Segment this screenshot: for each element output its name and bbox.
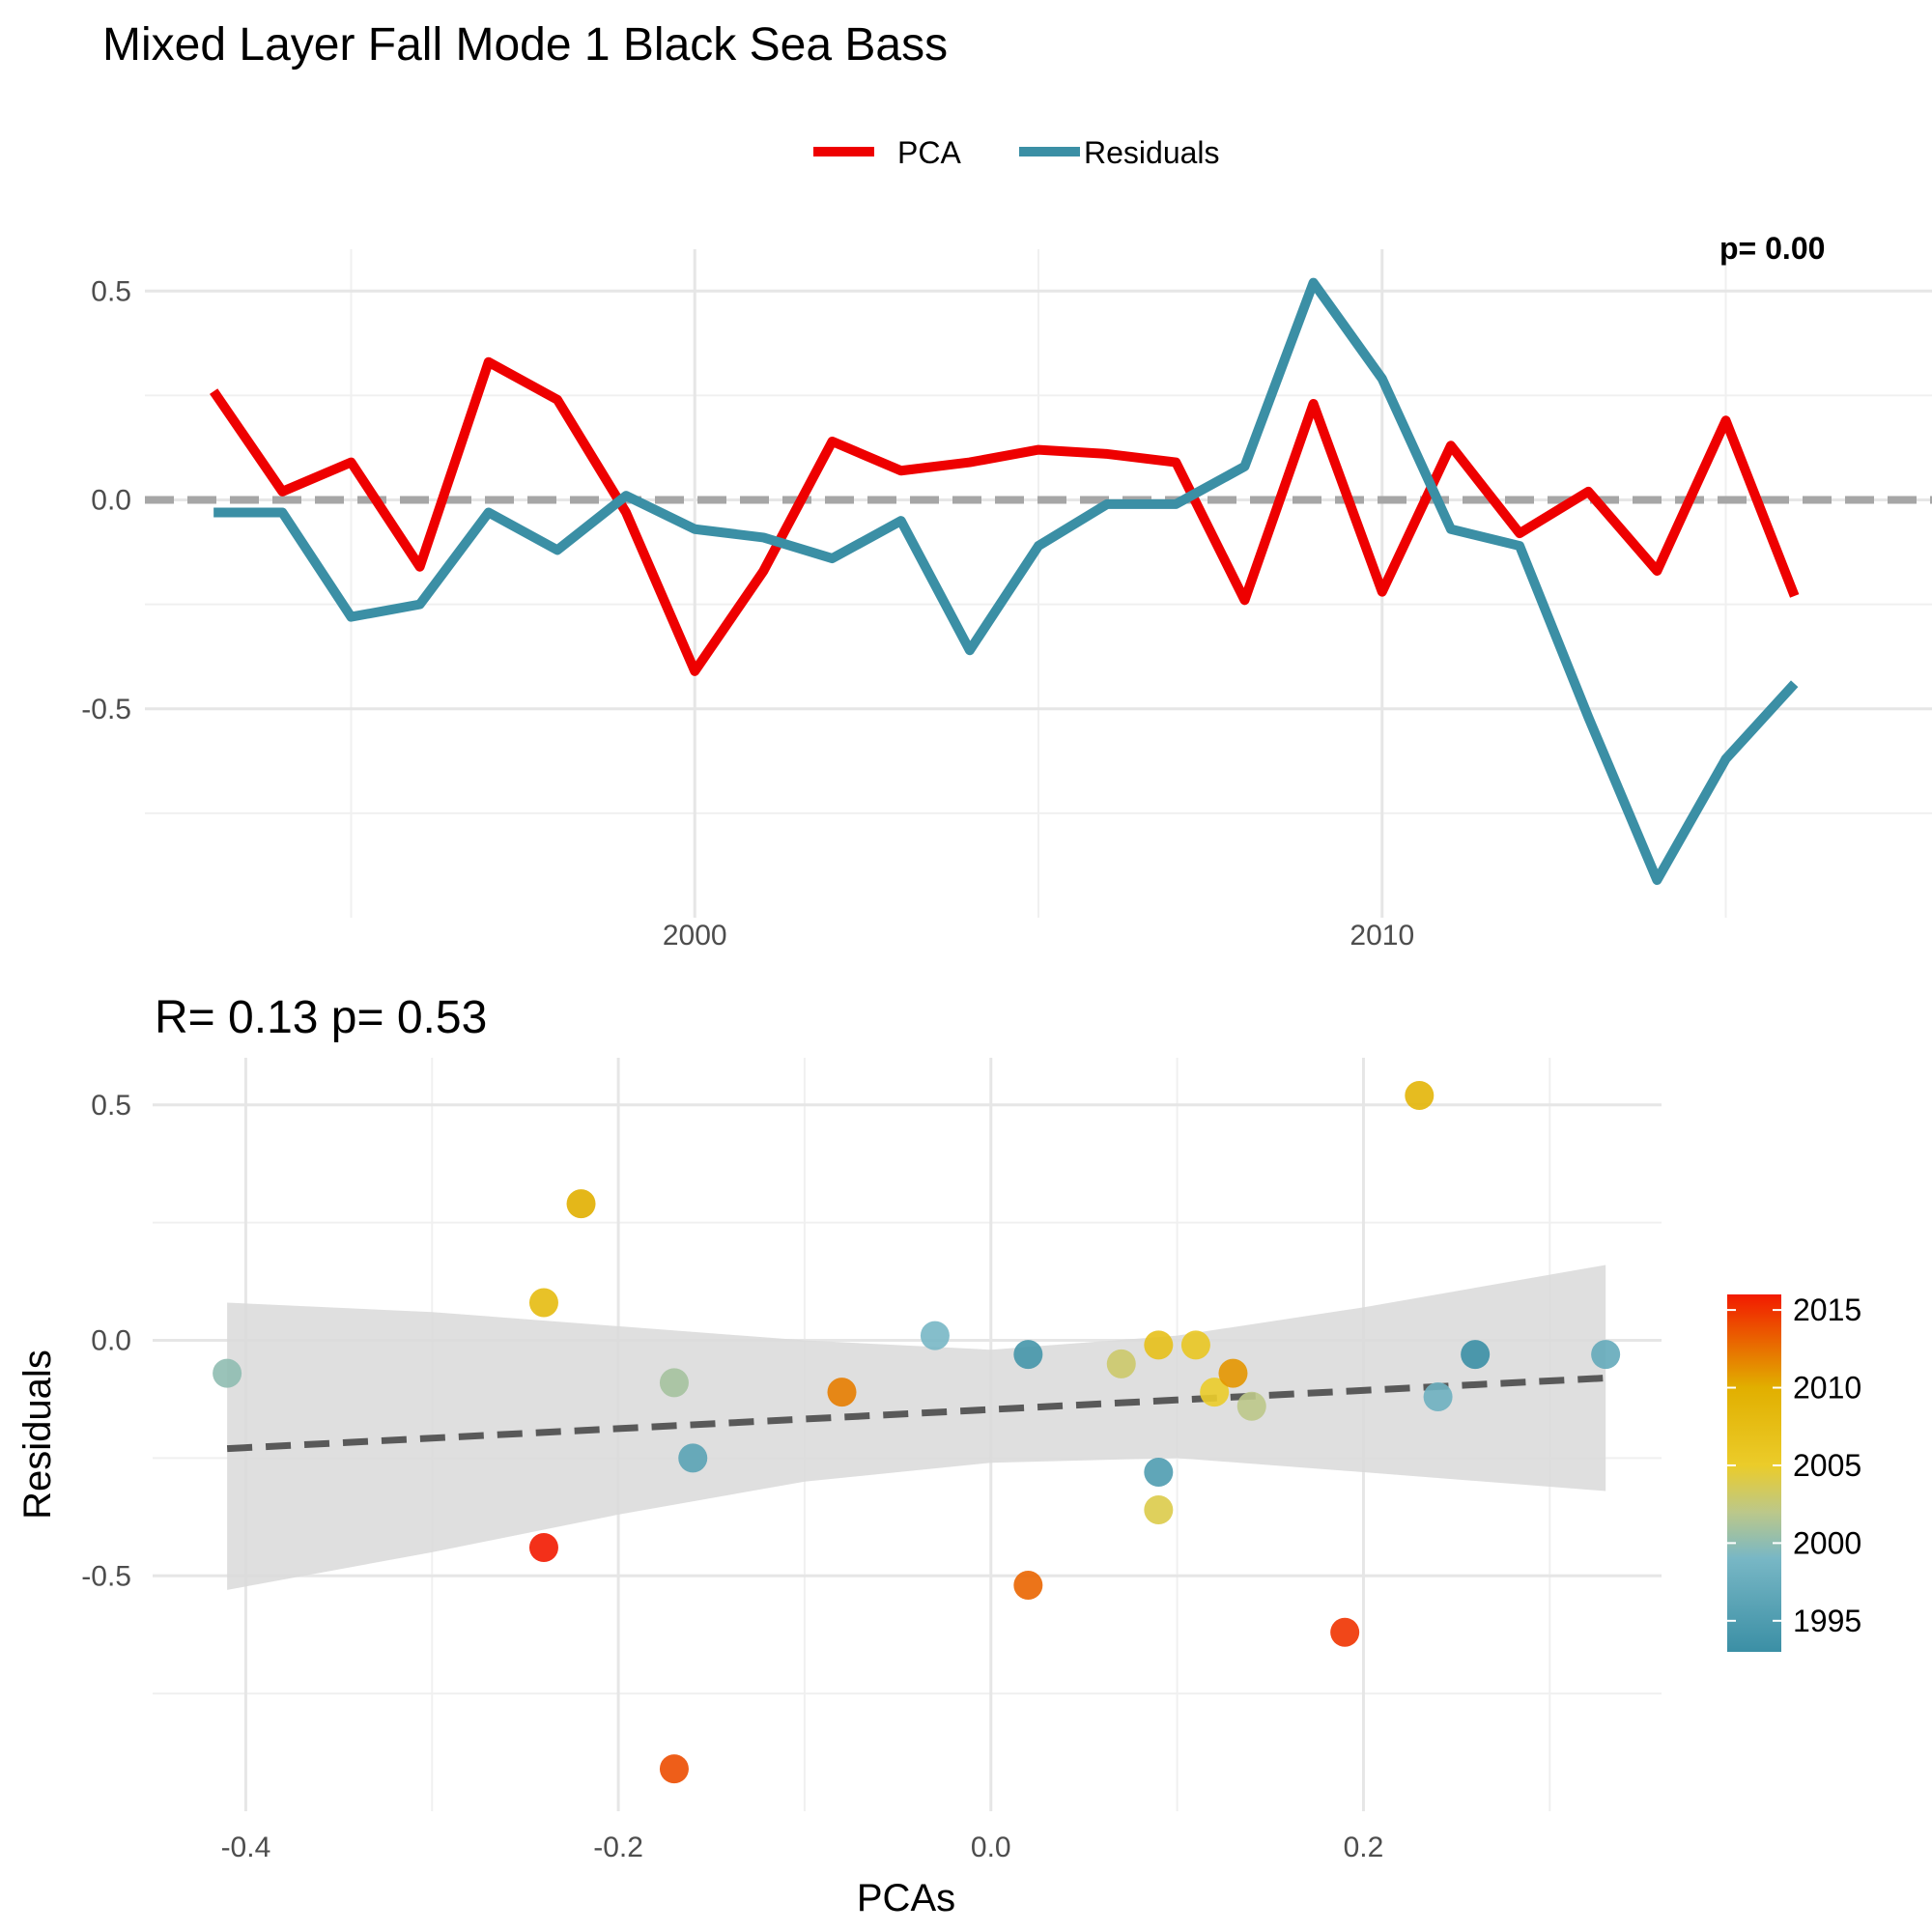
- legend-label-residuals: Residuals: [1084, 135, 1220, 170]
- scatter-x-ticks: -0.4 -0.2 0.0 0.2: [221, 1832, 1384, 1863]
- y-tick-label: 0.5: [91, 275, 131, 307]
- confidence-ribbon: [227, 1264, 1606, 1590]
- colorbar-gradient-bar: [1727, 1294, 1781, 1652]
- scatter-point: [1144, 1458, 1174, 1487]
- time-series-panel: 0.5 0.0 -0.5 2000 2010 p= 0.00: [81, 231, 1932, 952]
- scatter-point: [920, 1321, 950, 1350]
- scatter-point: [1405, 1081, 1435, 1110]
- scatter-title: R= 0.13 p= 0.53: [155, 992, 487, 1043]
- y-tick-label: 0.0: [91, 1325, 131, 1357]
- year-colorbar: 2015 2010 2005 2000 1995: [1727, 1293, 1861, 1652]
- x-tick-label: 0.0: [971, 1832, 1011, 1863]
- scatter-point: [678, 1443, 708, 1473]
- scatter-point: [1461, 1340, 1491, 1370]
- x-axis-title: PCAs: [857, 1877, 955, 1919]
- time-series-lines: [210, 277, 1800, 886]
- scatter-point: [528, 1533, 558, 1562]
- scatter-points: [213, 1081, 1621, 1784]
- colorbar-tick-label: 2005: [1793, 1448, 1861, 1483]
- y-tick-label: 0.5: [91, 1090, 131, 1122]
- x-tick-label: -0.4: [221, 1832, 271, 1863]
- time-series-y-ticks: 0.5 0.0 -0.5: [81, 275, 131, 725]
- y-axis-title: Residuals: [16, 1350, 59, 1520]
- colorbar-tick-label: 2010: [1793, 1371, 1861, 1406]
- colorbar-ticks: 2015 2010 2005 2000 1995: [1727, 1293, 1861, 1638]
- scatter-point: [1180, 1330, 1210, 1360]
- time-series-grid: [145, 249, 1932, 918]
- scatter-y-ticks: 0.5 0.0 -0.5: [81, 1090, 131, 1593]
- x-tick-label: 2000: [663, 920, 727, 952]
- scatter-panel: 0.5 0.0 -0.5 -0.4 -0.2 0.0 0.2 PCAs Residuals: [16, 1058, 1662, 1919]
- scatter-point: [213, 1358, 242, 1388]
- scatter-point: [1330, 1617, 1360, 1647]
- legend-label-pca: PCA: [897, 135, 961, 170]
- scatter-point: [1144, 1495, 1174, 1524]
- scatter-point: [1200, 1378, 1230, 1407]
- series-line-residuals: [213, 277, 1799, 886]
- x-tick-label: -0.2: [593, 1832, 643, 1863]
- y-tick-label: -0.5: [81, 1560, 131, 1592]
- scatter-point: [1591, 1340, 1621, 1370]
- scatter-point: [1423, 1382, 1453, 1411]
- x-tick-label: 2010: [1350, 920, 1414, 952]
- scatter-point: [659, 1754, 689, 1784]
- scatter-point: [1236, 1391, 1266, 1421]
- x-tick-label: 0.2: [1344, 1832, 1384, 1863]
- legend: PCA Residuals: [813, 135, 1220, 170]
- time-series-x-ticks: 2000 2010: [663, 920, 1414, 952]
- scatter-point: [528, 1288, 558, 1318]
- series-line-pca: [210, 356, 1800, 676]
- y-tick-label: 0.0: [91, 485, 131, 517]
- colorbar-tick-label: 2015: [1793, 1293, 1861, 1327]
- scatter-point: [659, 1368, 689, 1398]
- partial-p-label: p= 0.00: [1719, 231, 1825, 266]
- scatter-point: [566, 1189, 596, 1219]
- top-chart-title: Mixed Layer Fall Mode 1 Black Sea Bass: [102, 19, 948, 71]
- y-tick-label: -0.5: [81, 694, 131, 725]
- colorbar-tick-label: 2000: [1793, 1525, 1861, 1560]
- scatter-point: [1013, 1571, 1043, 1600]
- colorbar-tick-label: 1995: [1793, 1604, 1861, 1638]
- scatter-point: [1144, 1330, 1174, 1360]
- scatter-point: [1218, 1358, 1248, 1388]
- scatter-point: [1106, 1349, 1136, 1378]
- scatter-point: [827, 1378, 857, 1407]
- scatter-point: [1013, 1340, 1043, 1370]
